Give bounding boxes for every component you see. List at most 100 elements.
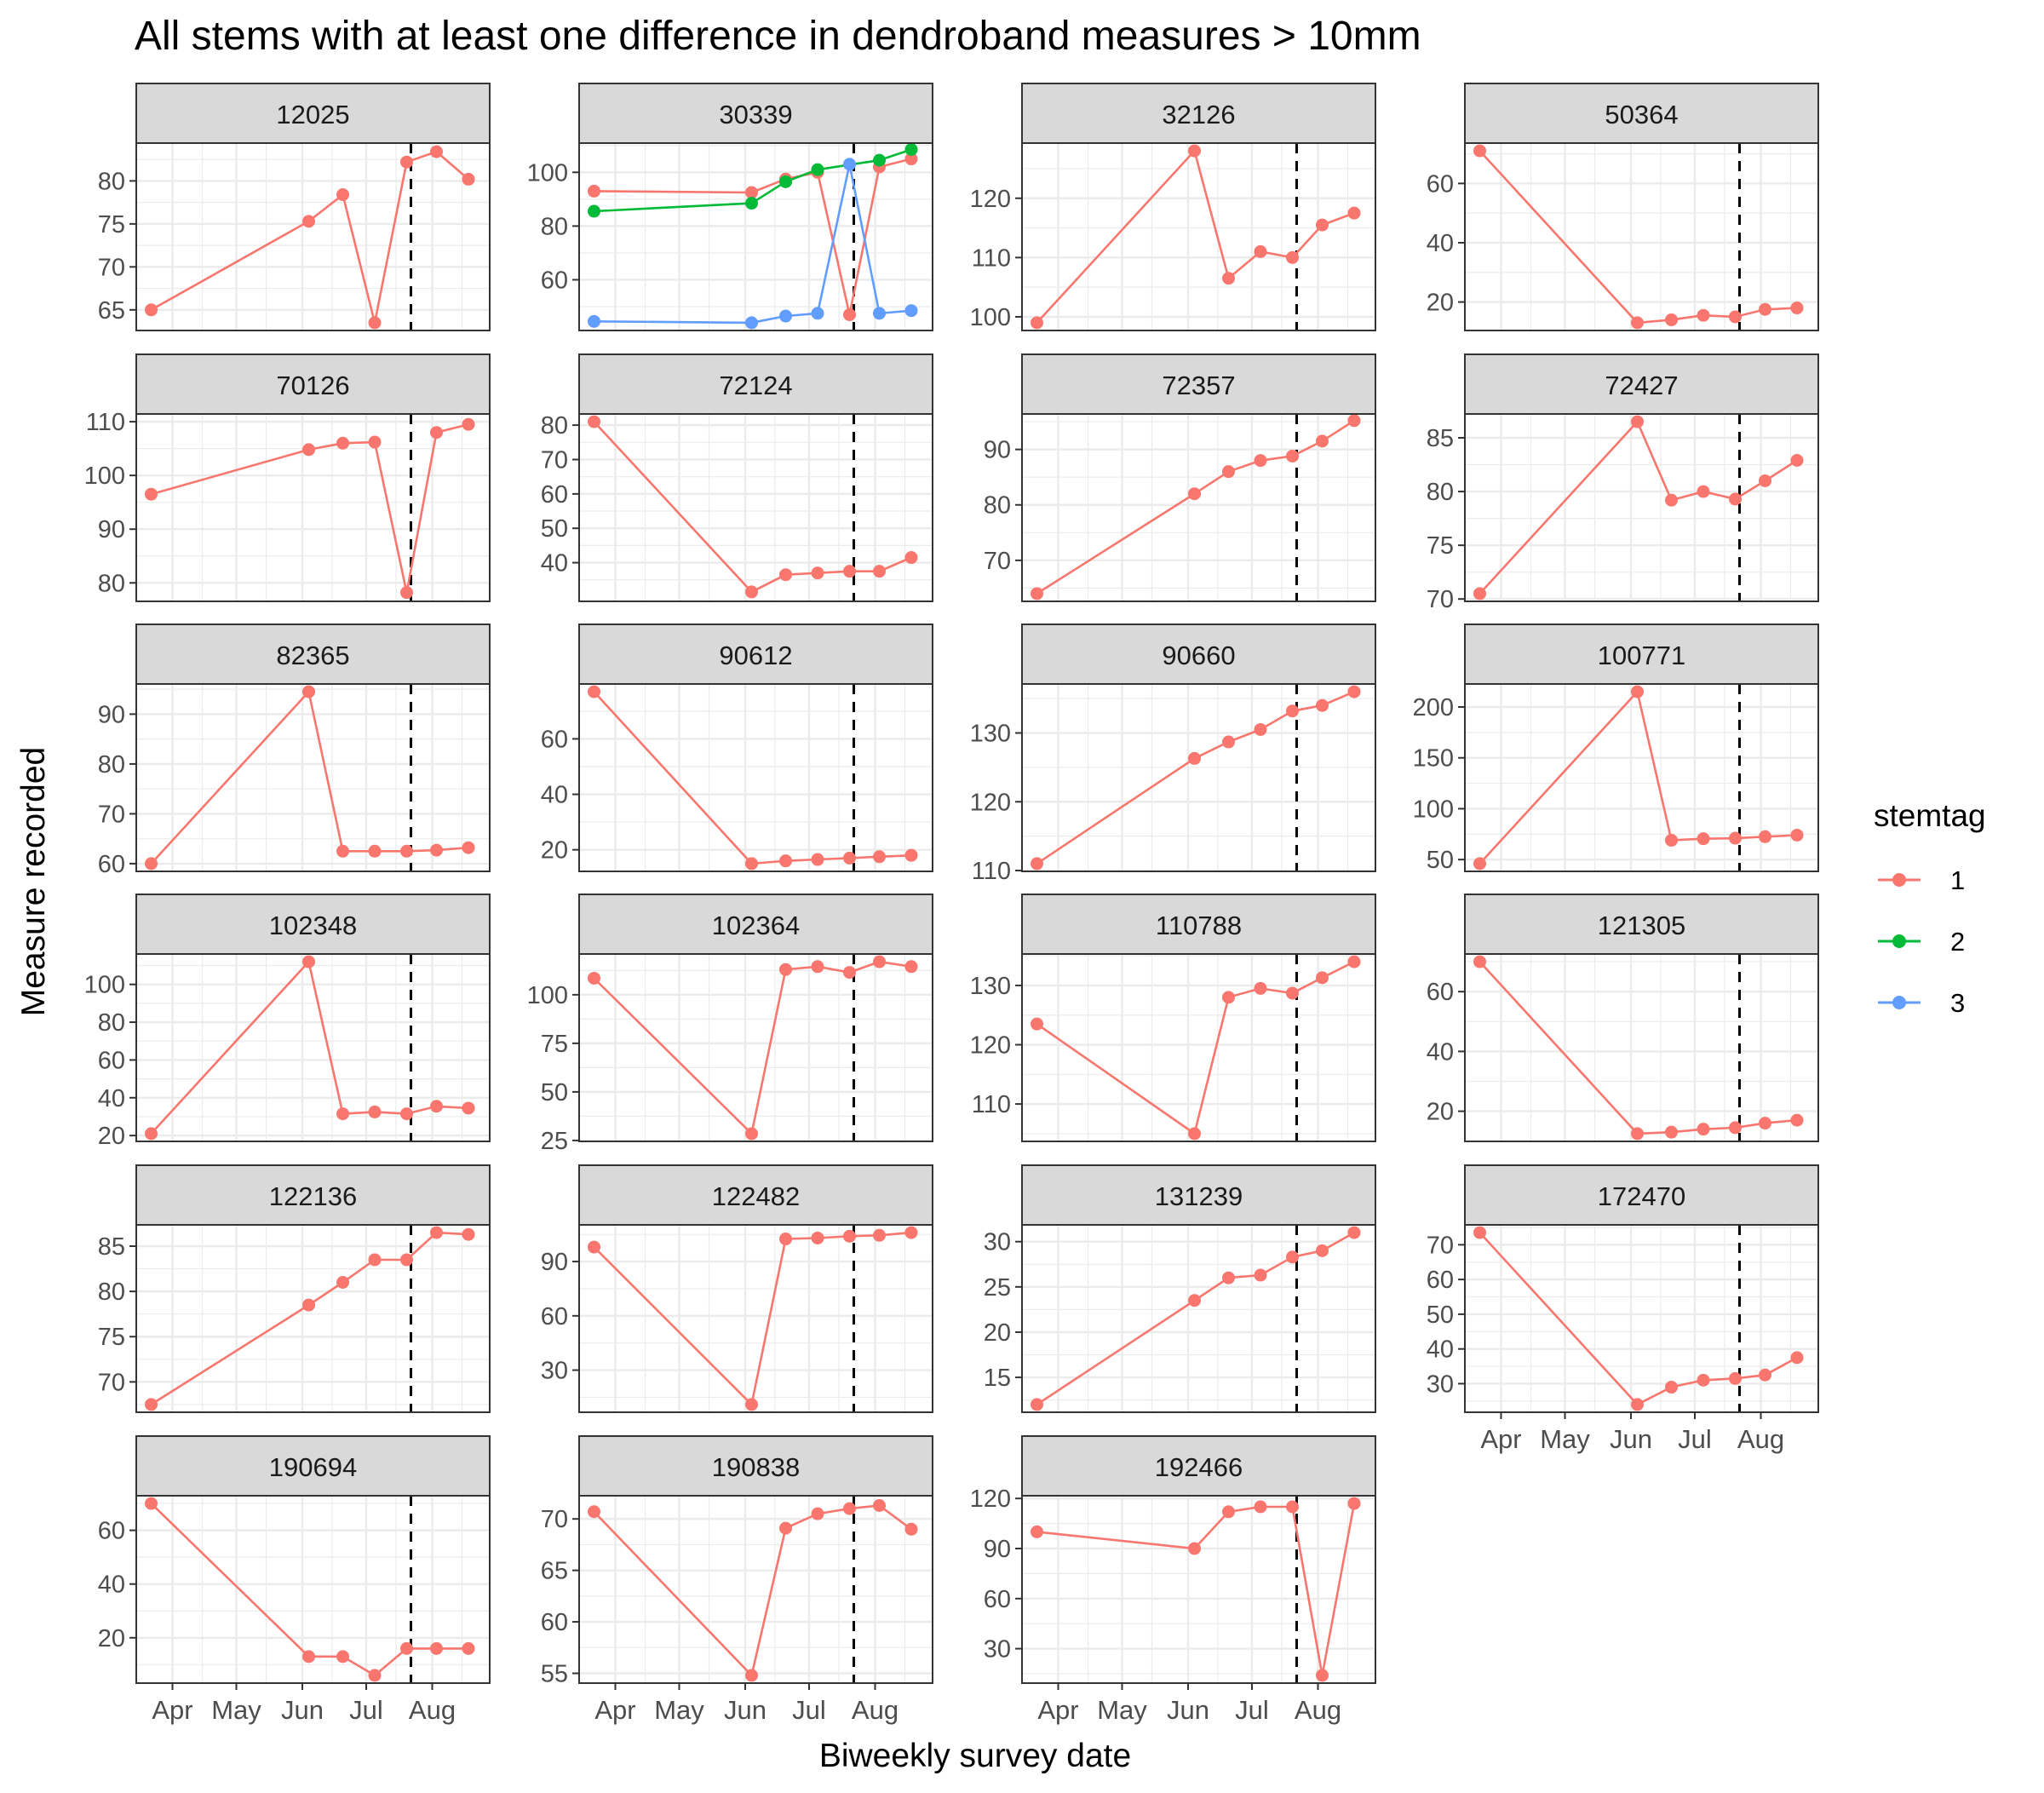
y-tick-label: 80: [98, 570, 125, 597]
data-point: [368, 1105, 382, 1118]
facet-strip: [1021, 894, 1376, 955]
data-point: [1729, 1121, 1742, 1135]
data-point: [430, 1100, 443, 1113]
data-point: [1254, 981, 1267, 995]
facet-panel-131239: 131239 15 20 25 30: [984, 1164, 1376, 1413]
y-tick-label: 60: [541, 726, 568, 753]
panel-border: [578, 142, 933, 331]
data-point: [1188, 751, 1201, 765]
data-point: [1286, 1500, 1299, 1514]
panel-border: [578, 413, 933, 602]
data-point: [873, 1228, 886, 1242]
data-point: [145, 857, 158, 871]
y-tick-label: 80: [98, 168, 125, 195]
data-point: [588, 314, 600, 328]
panel-background: [136, 1225, 490, 1412]
data-point: [1254, 1500, 1267, 1514]
y-tick-label: 110: [86, 409, 125, 436]
data-point: [368, 1253, 382, 1267]
x-tick-label: May: [1540, 1424, 1590, 1454]
panel-border: [1464, 953, 1819, 1142]
y-tick-label: 20: [98, 1625, 125, 1652]
panel-border: [578, 953, 933, 1142]
y-tick-label: 25: [984, 1274, 1011, 1302]
facet-strip-label: 100771: [1598, 641, 1685, 670]
data-point: [145, 1127, 158, 1141]
data-point: [462, 1227, 475, 1241]
facet-strip-label: 192466: [1155, 1452, 1243, 1482]
panel-background: [1465, 954, 1818, 1141]
data-point: [779, 1233, 792, 1246]
legend-label: 2: [1950, 927, 1965, 957]
panel-border: [578, 1495, 933, 1684]
data-point: [1697, 832, 1710, 846]
data-point: [843, 307, 856, 321]
facet-strip-label: 102364: [712, 911, 800, 940]
data-point: [1347, 414, 1361, 428]
data-point: [1316, 971, 1329, 985]
y-tick-label: 20: [1427, 1099, 1454, 1126]
data-point: [1759, 1117, 1771, 1130]
y-tick-label: 85: [98, 1233, 125, 1261]
data-point: [462, 1641, 475, 1655]
y-tick-label: 75: [98, 1324, 125, 1351]
y-tick-label: 60: [1427, 1267, 1454, 1294]
data-point: [1790, 1113, 1804, 1127]
data-point: [1222, 1505, 1235, 1519]
y-tick-label: 65: [98, 297, 125, 325]
data-point: [811, 1231, 824, 1244]
y-tick-label: 30: [984, 1229, 1011, 1256]
data-point: [1473, 1226, 1486, 1239]
data-point: [430, 145, 443, 158]
data-point: [1631, 1127, 1644, 1141]
data-point: [904, 551, 918, 565]
data-point: [779, 568, 792, 582]
y-tick-label: 110: [972, 858, 1011, 885]
y-tick-label: 60: [984, 1586, 1011, 1613]
data-point: [302, 685, 315, 698]
facet-strip: [135, 624, 491, 685]
y-tick-label: 20: [541, 837, 568, 865]
data-point: [811, 853, 824, 866]
y-tick-label: 30: [984, 1636, 1011, 1664]
facet-strip: [135, 83, 491, 144]
facet-strip: [135, 353, 491, 415]
legend-entry-2: 2: [1878, 927, 1965, 957]
legend-key-point: [1892, 996, 1906, 1009]
y-tick-label: 60: [98, 851, 125, 878]
chart-title: All stems with at least one difference i…: [135, 14, 1421, 59]
facet-strip-label: 72357: [1162, 371, 1235, 400]
panel-background: [1465, 1225, 1818, 1412]
y-tick-label: 80: [984, 492, 1011, 520]
facet-strip-label: 190694: [269, 1452, 357, 1482]
legend-key-point: [1892, 873, 1906, 887]
y-tick-label: 40: [541, 550, 568, 578]
panel-border: [135, 142, 491, 331]
legend-entry-1: 1: [1878, 865, 1965, 895]
facet-panel-82365: 82365 60 70 80 90: [98, 624, 491, 878]
y-tick-label: 40: [541, 782, 568, 809]
y-tick-label: 70: [541, 1506, 568, 1533]
y-tick-label: 90: [98, 701, 125, 728]
y-tick-label: 60: [541, 1609, 568, 1636]
x-axis-title: Biweekly survey date: [819, 1738, 1131, 1774]
data-point: [779, 309, 792, 323]
x-tick-label: Aug: [409, 1695, 456, 1725]
panel-border: [578, 1224, 933, 1413]
data-point: [588, 204, 600, 218]
data-point: [1254, 1268, 1267, 1282]
data-point: [462, 1101, 475, 1115]
x-tick-label: Jul: [1235, 1695, 1269, 1725]
y-tick-label: 30: [541, 1358, 568, 1385]
data-point: [1347, 955, 1361, 968]
data-point: [779, 1521, 792, 1535]
data-point: [430, 843, 443, 857]
data-point: [1316, 1669, 1329, 1682]
legend-key-point: [1892, 934, 1906, 948]
data-point: [1347, 206, 1361, 220]
y-tick-label: 80: [541, 412, 568, 440]
data-point: [588, 184, 600, 198]
facet-strip: [135, 894, 491, 955]
data-point: [745, 1669, 758, 1682]
data-point: [336, 844, 349, 858]
